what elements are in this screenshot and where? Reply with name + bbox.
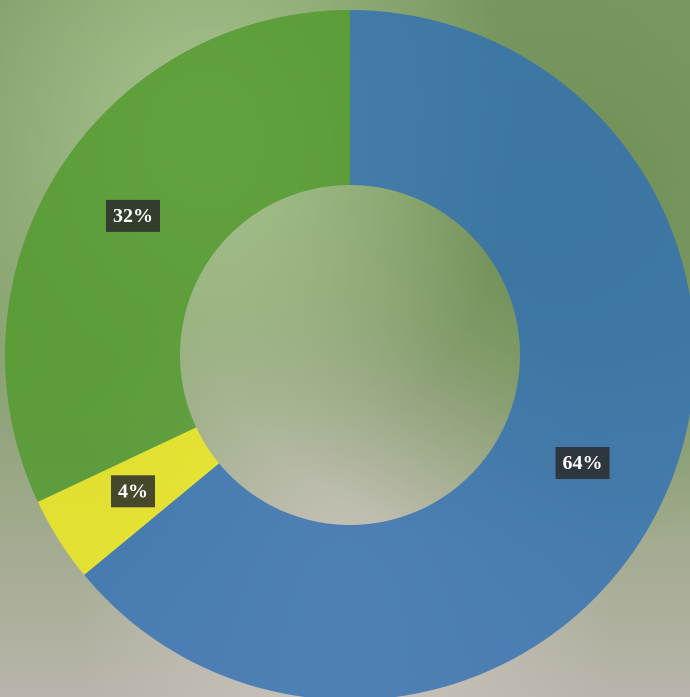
data-label: 32% [113, 205, 153, 227]
donut-slice [84, 10, 690, 697]
donut-slice [4, 10, 351, 502]
data-label-box [111, 475, 156, 508]
data-label-box [555, 447, 610, 480]
data-label-box [106, 199, 161, 232]
data-label: 4% [118, 480, 148, 502]
data-label: 64% [563, 452, 603, 474]
